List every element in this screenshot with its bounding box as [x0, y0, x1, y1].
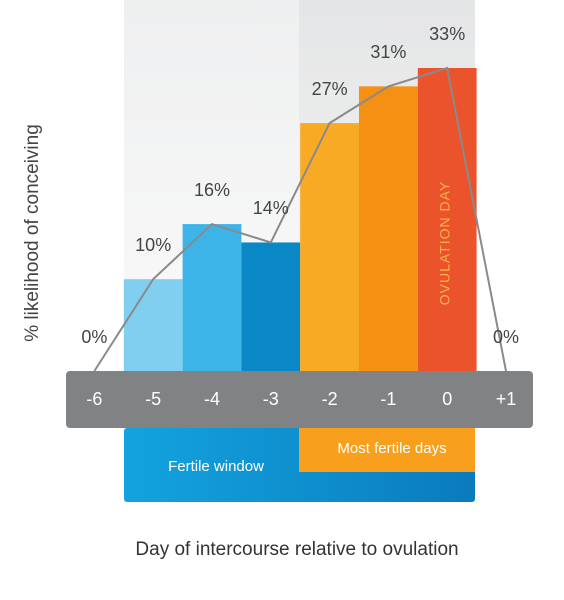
x-tick-label: -4 — [204, 389, 220, 409]
x-tick-label: -1 — [380, 389, 396, 409]
most-fertile-label: Most fertile days — [337, 440, 446, 457]
value-label: 16% — [194, 180, 230, 200]
x-tick-label: -6 — [86, 389, 102, 409]
ovulation-day-label: OVULATION DAY — [437, 181, 453, 306]
value-label: 27% — [312, 79, 348, 99]
x-tick-label: 0 — [442, 389, 452, 409]
y-axis-label: % likelihood of conceiving — [22, 124, 43, 342]
x-tick-label: -3 — [263, 389, 279, 409]
bar — [182, 224, 242, 371]
value-label: 10% — [135, 235, 171, 255]
fertile-window-label: Fertile window — [168, 458, 264, 475]
bar — [241, 242, 301, 371]
trend-line — [93, 66, 507, 372]
x-axis-strip — [66, 371, 533, 428]
value-label: 31% — [370, 42, 406, 62]
x-axis-label: Day of intercourse relative to ovulation — [135, 539, 458, 560]
bar — [359, 86, 418, 371]
most-fertile-box — [299, 428, 475, 472]
value-label: 14% — [253, 198, 289, 218]
value-label: 33% — [429, 24, 465, 44]
x-tick-label: -5 — [145, 389, 161, 409]
bar — [300, 123, 359, 371]
value-label: 0% — [81, 327, 107, 347]
bar — [417, 68, 477, 371]
bar — [123, 279, 183, 371]
x-tick-label: -2 — [322, 389, 338, 409]
value-label: 0% — [493, 327, 519, 347]
x-tick-label: +1 — [496, 389, 517, 409]
